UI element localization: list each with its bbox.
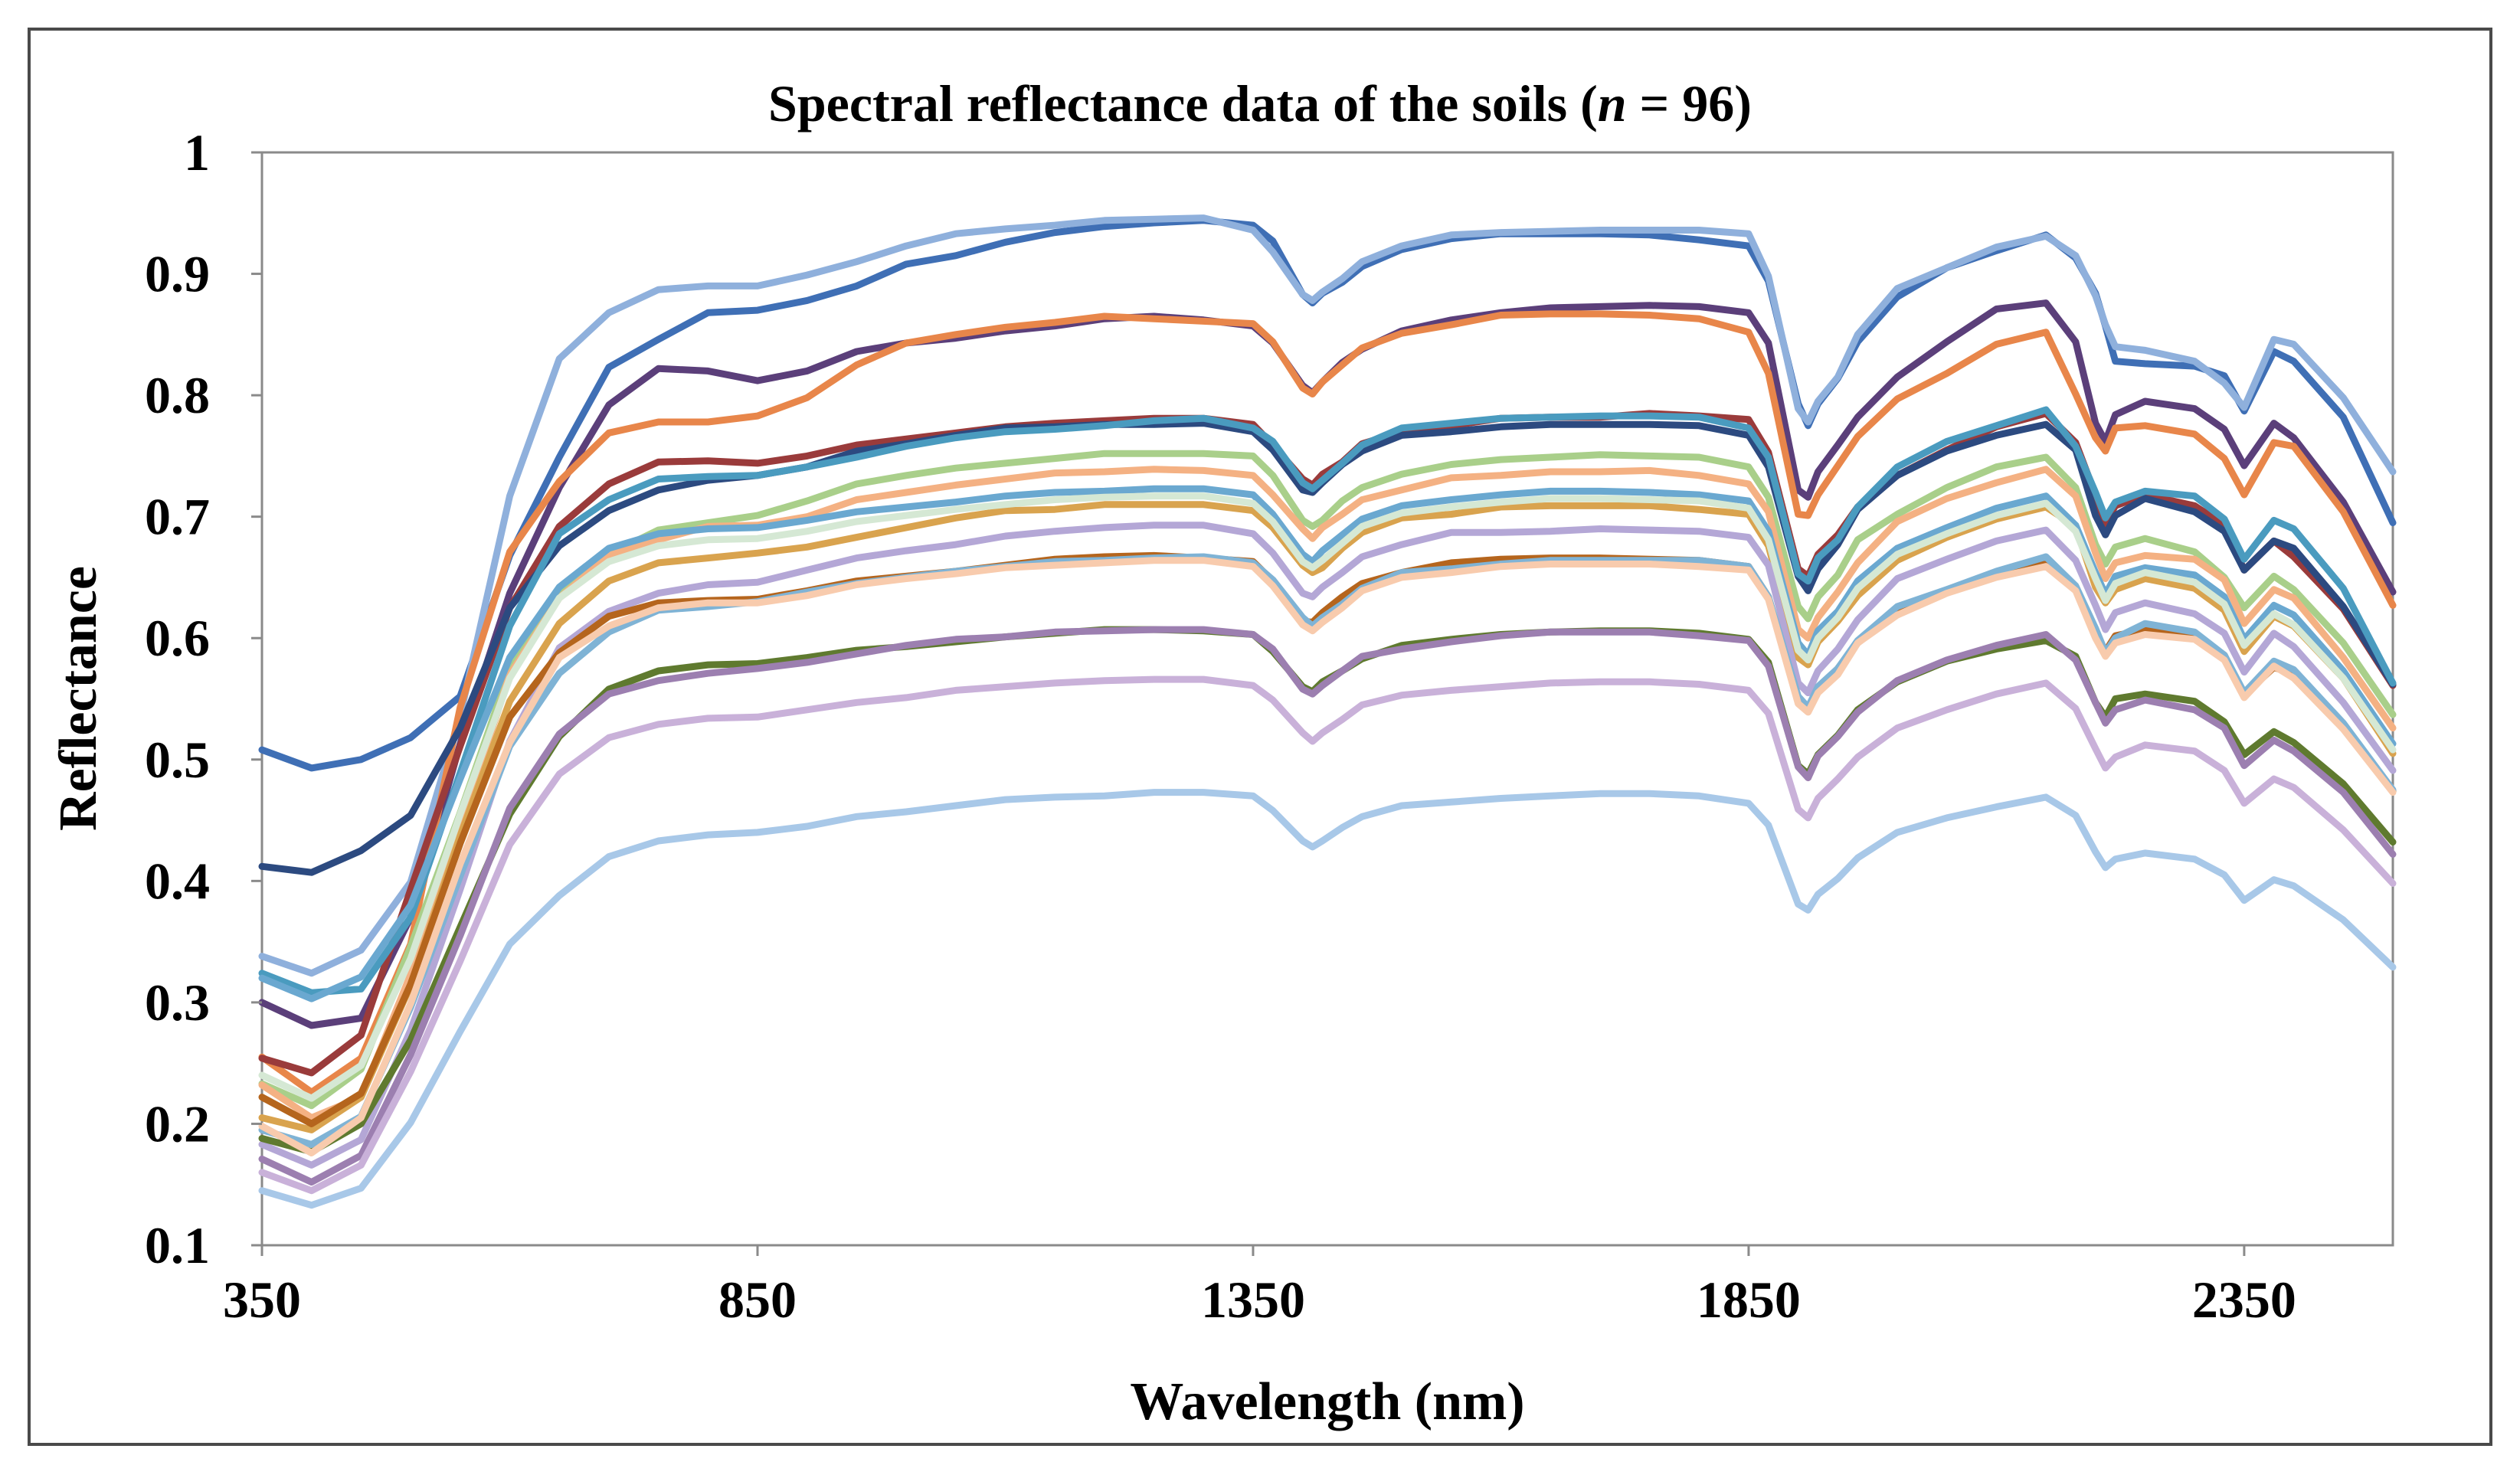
series-line-20 (258, 492, 2397, 1102)
plot-area (260, 151, 2394, 1247)
series-line-15 (258, 626, 2397, 1186)
series-layer (258, 214, 2397, 1209)
y-tick-label: 0.3 (145, 973, 210, 1032)
x-tick-label: 1850 (1697, 1271, 1801, 1329)
x-axis-title: Wavelength (nm) (1130, 1372, 1524, 1431)
x-tick-label: 1350 (1201, 1271, 1305, 1329)
series-line-8 (258, 450, 2397, 1110)
chart-title-suffix: = 96) (1627, 74, 1752, 132)
series-line-7 (258, 406, 2397, 996)
y-tick-label: 0.4 (145, 852, 210, 910)
y-tick-label: 0.2 (145, 1094, 210, 1153)
y-tick-label: 0.5 (145, 731, 210, 789)
series-line-2 (258, 214, 2397, 977)
series-line-11 (258, 522, 2397, 1169)
x-tick-label: 850 (718, 1271, 797, 1329)
y-tick-label: 0.1 (145, 1216, 210, 1274)
y-axis-title: Reflectance (49, 566, 108, 831)
y-tick-label: 0.6 (145, 609, 210, 667)
x-tick-label: 350 (223, 1271, 301, 1329)
y-tick-label: 0.9 (145, 245, 210, 303)
chart-title: Spectral reflectance data of the soils (… (768, 74, 1752, 132)
y-axis: 0.1 0.2 0.3 0.4 0.5 0.6 0.7 0.8 0.9 1 (145, 123, 262, 1274)
series-line-17 (258, 557, 2397, 1156)
y-tick-label: 1 (184, 123, 210, 182)
series-line-16 (258, 789, 2397, 1209)
x-tick-label: 2350 (2192, 1271, 2296, 1329)
chart-title-text: Spectral reflectance data of the soils ( (768, 74, 1598, 132)
y-tick-label: 0.7 (145, 488, 210, 546)
series-line-4 (258, 310, 2397, 1096)
y-tick-label: 0.8 (145, 366, 210, 424)
series-line-18 (258, 675, 2397, 1195)
chart-title-italic: n (1598, 74, 1627, 132)
series-line-3 (258, 299, 2397, 1029)
x-axis: 350 850 1350 1850 2350 (223, 1245, 2296, 1329)
